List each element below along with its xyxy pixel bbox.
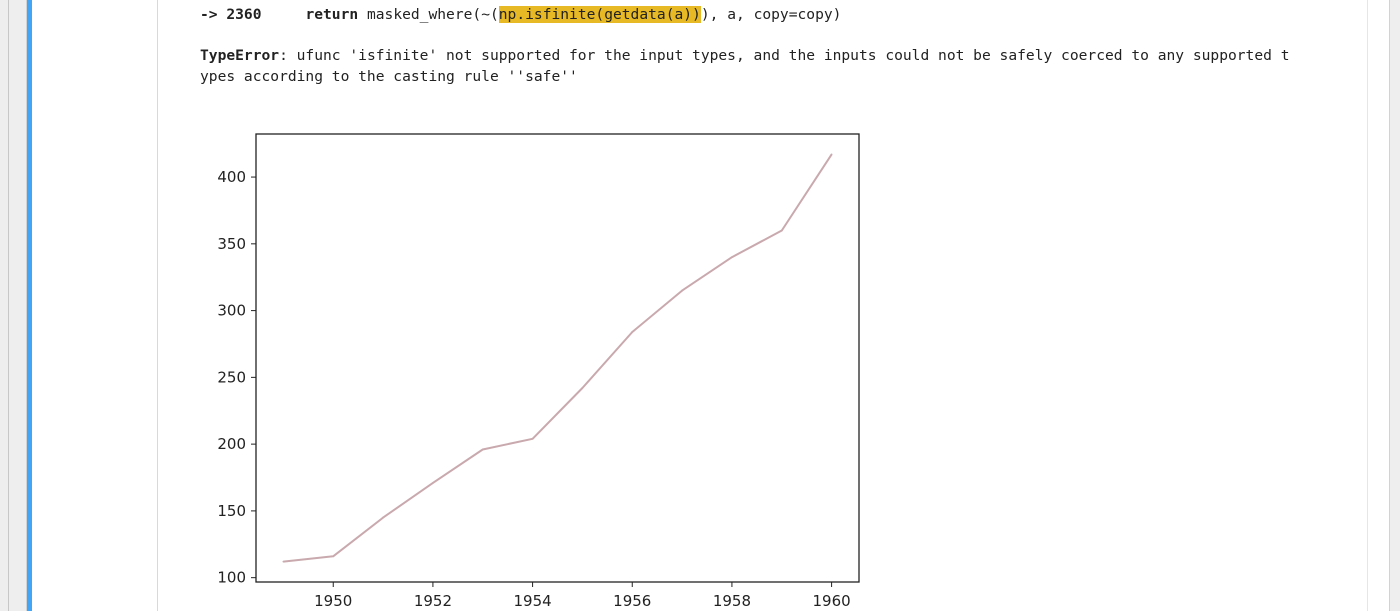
y-axis: 100 150 200 250 300 350 400 [217,168,256,587]
data-point [332,555,335,558]
x-tick-label: 1950 [314,592,352,610]
x-tick-label: 1958 [713,592,751,610]
error-message-line-2: ypes according to the casting rule ''saf… [200,68,578,85]
y-tick-label: 100 [217,569,246,587]
traceback-code-post: ), a, copy=copy) [700,6,842,23]
data-point [830,153,833,156]
data-point [780,229,783,232]
data-point [581,387,584,389]
data-point [481,448,484,451]
x-tick-label: 1954 [513,592,551,610]
data-point [432,481,434,484]
y-tick-label: 150 [217,502,246,520]
x-tick-label: 1952 [414,592,452,610]
x-axis: 1950 1952 1954 1956 1958 1960 [314,582,851,610]
y-tick-label: 400 [217,168,246,186]
series-line [283,153,833,563]
data-point [681,289,683,292]
x-tick-label: 1956 [613,592,651,610]
data-point [631,331,634,333]
y-tick-label: 250 [217,368,246,386]
y-tick-label: 300 [217,302,246,320]
traceback-arrow-lineno: -> 2360 [200,6,262,23]
data-point [731,256,733,259]
y-tick-label: 350 [217,235,246,253]
data-point [382,516,384,519]
traceback-highlight: np.isfinite(getdata(a)) [498,6,701,23]
cell-selection-bar[interactable] [27,0,32,611]
return-keyword: return [305,6,359,23]
error-message-text-1: : ufunc 'isfinite' not supported for the… [279,47,1290,64]
x-tick-label: 1960 [812,592,850,610]
y-tick-label: 200 [217,435,246,453]
window-left-border [8,0,9,611]
traceback-line: -> 2360 return masked_where(~(np.isfinit… [200,4,841,25]
prompt-area-divider [157,0,158,611]
plot-area [255,133,860,583]
error-type: TypeError [200,47,280,64]
data-point [282,560,285,563]
series-layer [282,153,833,563]
data-point [531,437,534,440]
error-message-line-1: TypeError: ufunc 'isfinite' not supporte… [200,45,1290,66]
traceback-code-pre: masked_where(~( [366,6,499,23]
